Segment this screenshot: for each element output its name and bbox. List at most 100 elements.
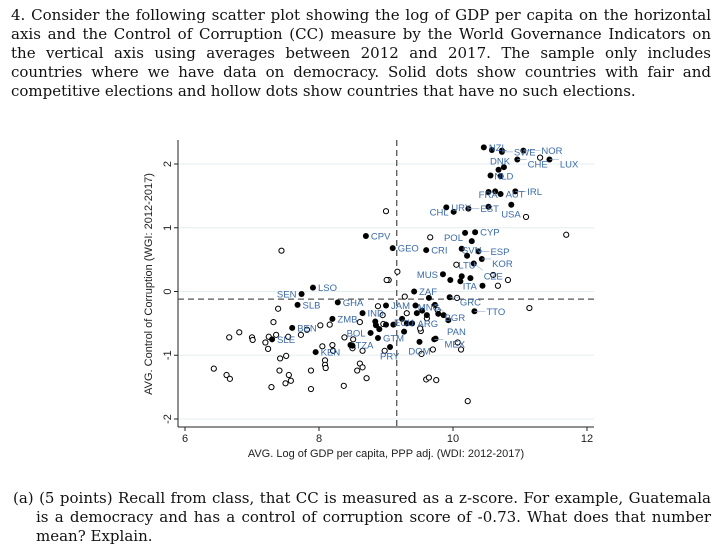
- point-label-ury: URY: [451, 203, 472, 214]
- hollow-point: [278, 247, 285, 254]
- hollow-point: [210, 365, 217, 372]
- part-a: (a) (5 points) Recall from class, that C…: [13, 489, 711, 546]
- point-label-cze: CZE: [484, 272, 503, 283]
- point-label-ecu: ECU: [394, 318, 414, 329]
- filled-point: [488, 146, 495, 153]
- hollow-point: [418, 350, 425, 358]
- hollow-point: [453, 294, 461, 301]
- point-label-aut: AUT: [506, 189, 525, 200]
- hollow-point: [453, 261, 460, 268]
- hollow-point: [307, 385, 315, 393]
- hollow-point: [226, 375, 233, 382]
- hollow-point: [359, 347, 366, 354]
- y-tick-label: -2: [162, 414, 174, 424]
- y-tick-label: 0: [162, 288, 174, 294]
- point-label-dnk: DNK: [490, 157, 511, 168]
- hollow-point: [356, 319, 363, 326]
- point-label-che: CHE: [528, 160, 548, 171]
- filled-point: [289, 324, 296, 331]
- filled-point: [367, 329, 374, 336]
- point-label-pry: PRY: [380, 351, 400, 362]
- point-label-zmb: ZMB: [337, 314, 357, 325]
- hollow-point: [277, 355, 284, 362]
- hollow-point: [454, 339, 461, 346]
- point-label-tto: TTO: [486, 307, 505, 318]
- filled-point: [298, 291, 305, 298]
- filled-point: [423, 312, 430, 319]
- filled-point: [401, 328, 408, 335]
- filled-point: [269, 336, 276, 343]
- filled-point: [450, 208, 457, 215]
- point-label-ind: IND: [368, 309, 385, 320]
- hollow-point: [457, 346, 465, 353]
- y-tick-label: -1: [162, 350, 174, 360]
- filled-point: [374, 335, 381, 342]
- x-tick-label: 12: [581, 433, 593, 445]
- hollow-point: [236, 329, 243, 336]
- label-leader-line: [473, 263, 483, 271]
- filled-point: [508, 201, 515, 208]
- hollow-point: [494, 282, 501, 289]
- hollow-point: [379, 311, 386, 319]
- hollow-point: [268, 384, 275, 391]
- hollow-point: [226, 334, 233, 341]
- hollow-point: [282, 380, 289, 387]
- filled-point: [464, 252, 471, 259]
- point-label-ita: ITA: [463, 281, 478, 292]
- point-label-ken: KEN: [321, 348, 341, 359]
- point-label-jam: JAM: [391, 301, 410, 312]
- hollow-point: [287, 377, 294, 384]
- filled-point: [462, 229, 469, 236]
- point-label-dom: DOM: [408, 346, 430, 357]
- hollow-point: [563, 231, 570, 238]
- y-tick-label: 1: [162, 225, 174, 231]
- hollow-point: [307, 367, 315, 374]
- filled-point: [399, 315, 406, 322]
- question-4: 4. Consider the following scatter plot s…: [11, 6, 711, 101]
- point-label-tza: TZA: [355, 341, 374, 352]
- point-label-pan: PAN: [447, 327, 466, 338]
- filled-point: [439, 271, 446, 278]
- hollow-point: [359, 364, 366, 371]
- hollow-point: [297, 331, 305, 338]
- filled-point: [409, 320, 416, 327]
- filled-point: [492, 188, 499, 195]
- hollow-point: [382, 208, 390, 215]
- hollow-point: [417, 325, 424, 332]
- point-label-irl: IRL: [527, 187, 542, 198]
- point-label-esp: ESP: [490, 247, 509, 258]
- filled-point: [447, 277, 454, 284]
- label-leader-line: [434, 304, 444, 312]
- hollow-point: [249, 336, 256, 344]
- hollow-point: [285, 333, 292, 340]
- y-axis-label: AVG. Control of Corruption (WGI: 2012-20…: [143, 173, 155, 395]
- filled-point: [411, 288, 418, 295]
- filled-point: [359, 310, 366, 317]
- part-a-text: Recall from class, that CC is measured a…: [36, 489, 711, 545]
- point-label-cri: CRI: [431, 246, 447, 257]
- filled-point: [443, 204, 450, 211]
- hollow-point: [341, 334, 348, 341]
- hollow-point: [262, 339, 269, 346]
- point-label-gha: GHA: [343, 298, 364, 309]
- point-label-svn: SVN: [462, 246, 482, 257]
- question-text: Consider the following scatter plot show…: [11, 6, 711, 100]
- filled-point: [497, 173, 504, 180]
- hollow-point: [329, 341, 336, 349]
- hollow-point: [537, 154, 544, 161]
- hollow-point: [429, 346, 436, 353]
- hollow-point: [329, 347, 337, 354]
- point-label-chl: CHL: [430, 207, 449, 218]
- point-label-zaf: ZAF: [419, 287, 437, 298]
- point-label-slb: SLB: [303, 300, 321, 311]
- hollow-point: [374, 303, 382, 310]
- filled-point: [349, 342, 356, 349]
- filled-point: [485, 189, 492, 196]
- filled-point: [383, 302, 389, 309]
- filled-point: [423, 247, 430, 254]
- filled-point: [487, 172, 494, 179]
- hollow-point: [273, 331, 280, 338]
- filled-point: [432, 335, 439, 342]
- hollow-point: [425, 374, 432, 381]
